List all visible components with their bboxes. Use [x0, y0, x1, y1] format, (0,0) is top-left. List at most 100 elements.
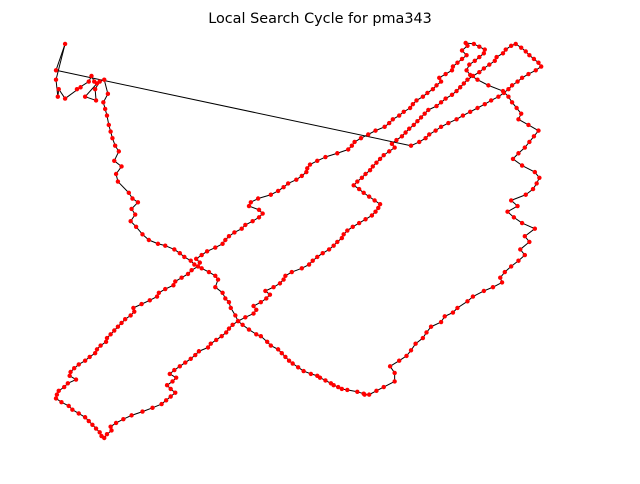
city-point	[443, 96, 448, 101]
city-point	[105, 91, 111, 97]
city-point	[350, 224, 355, 229]
city-point	[470, 73, 476, 79]
city-point	[135, 200, 141, 205]
city-point	[93, 426, 99, 431]
city-point	[115, 179, 121, 184]
city-point	[279, 350, 284, 356]
city-point	[164, 383, 170, 388]
city-point	[345, 228, 350, 233]
city-point	[526, 122, 531, 128]
city-point	[361, 190, 366, 196]
city-point	[254, 307, 259, 312]
city-point	[534, 181, 539, 186]
city-point	[481, 51, 487, 56]
city-point	[281, 277, 286, 282]
city-point	[394, 137, 399, 143]
cycle-edge	[117, 181, 130, 194]
city-point	[119, 320, 124, 326]
city-point	[240, 322, 245, 328]
city-point	[87, 354, 92, 360]
city-point	[281, 185, 286, 190]
city-point	[341, 232, 346, 237]
city-point	[128, 313, 133, 318]
city-point	[501, 90, 507, 96]
city-point	[146, 237, 152, 243]
city-point	[208, 341, 213, 346]
city-point	[386, 149, 392, 154]
city-point	[250, 218, 255, 224]
city-point	[494, 54, 499, 60]
city-point	[514, 105, 519, 111]
city-point	[356, 186, 362, 192]
city-point	[256, 215, 262, 220]
city-point	[373, 128, 378, 133]
city-point	[397, 358, 402, 363]
city-point	[193, 352, 198, 358]
city-point	[454, 88, 459, 94]
city-point	[363, 171, 368, 177]
city-point	[475, 105, 480, 111]
city-point	[264, 296, 269, 301]
city-point	[115, 324, 121, 329]
city-point	[358, 135, 364, 141]
city-point	[258, 300, 264, 305]
city-point	[68, 369, 73, 375]
city-point	[299, 266, 304, 271]
city-point	[108, 332, 113, 337]
city-point	[155, 241, 161, 246]
city-point	[352, 139, 357, 145]
city-point	[219, 333, 224, 339]
city-point	[465, 299, 470, 304]
city-point	[263, 288, 268, 294]
city-point	[457, 85, 463, 90]
city-point	[102, 106, 108, 112]
city-point	[220, 241, 225, 246]
city-point	[381, 152, 386, 158]
city-point	[286, 358, 292, 363]
city-point	[177, 364, 183, 369]
city-point	[76, 411, 81, 416]
city-point	[205, 345, 211, 350]
city-point	[126, 190, 132, 196]
city-point	[531, 134, 537, 139]
city-point	[530, 186, 536, 192]
city-point	[438, 100, 444, 105]
city-point	[112, 328, 117, 333]
city-point	[275, 188, 281, 194]
city-point	[438, 124, 444, 130]
city-point	[304, 169, 309, 175]
city-point	[220, 290, 225, 295]
city-point	[420, 335, 426, 341]
city-point	[454, 117, 459, 122]
city-point	[182, 254, 187, 260]
city-point	[295, 365, 301, 370]
cycle-edge	[521, 165, 536, 173]
city-point	[519, 220, 525, 226]
city-point	[301, 368, 306, 374]
city-point	[251, 303, 256, 309]
city-point	[401, 109, 406, 114]
city-point	[537, 175, 542, 180]
city-point	[310, 258, 315, 263]
city-point	[159, 401, 164, 407]
city-point	[59, 399, 64, 405]
city-point	[351, 183, 356, 188]
city-point	[509, 100, 515, 105]
city-point	[472, 58, 477, 64]
city-point	[418, 115, 424, 120]
city-point	[197, 260, 203, 265]
city-point	[523, 192, 528, 197]
city-point	[204, 249, 210, 254]
city-point	[492, 58, 497, 64]
city-point	[101, 100, 106, 105]
city-point	[54, 392, 60, 397]
city-point	[374, 388, 379, 394]
city-point	[320, 251, 325, 256]
city-point	[366, 392, 372, 397]
city-point	[408, 143, 414, 148]
city-point	[362, 392, 367, 397]
city-point	[92, 350, 98, 356]
city-point	[369, 213, 375, 218]
city-point	[390, 117, 396, 122]
city-point	[502, 269, 507, 275]
